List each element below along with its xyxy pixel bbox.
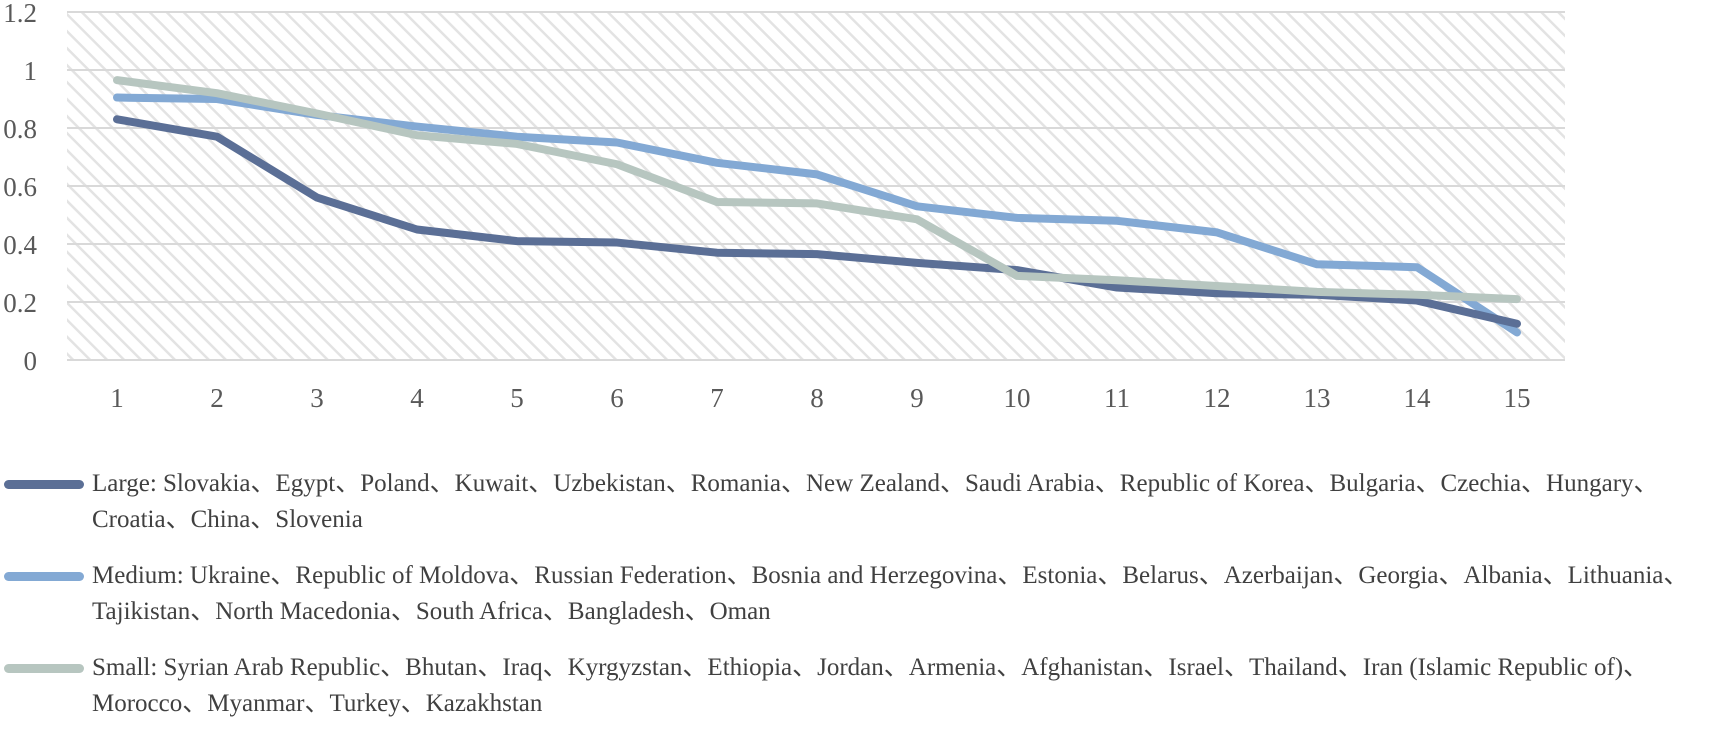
- x-tick-label: 1: [110, 383, 124, 413]
- x-tick-label: 13: [1304, 383, 1331, 413]
- series-line-large: [113, 115, 1521, 328]
- x-tick-label: 5: [510, 383, 524, 413]
- legend-item-small: Small: Syrian Arab Republic、Bhutan、Iraq、…: [0, 654, 1717, 746]
- x-tick-label: 15: [1504, 383, 1531, 413]
- y-tick-label: 0.8: [3, 114, 37, 144]
- x-tick-label: 7: [710, 383, 724, 413]
- gridlines: [67, 11, 1565, 361]
- x-tick-label: 2: [210, 383, 224, 413]
- x-tick-label: 11: [1104, 383, 1130, 413]
- y-tick-label: 0.2: [3, 288, 37, 318]
- line-chart: 00.20.40.60.811.2 1 2 3 4 5 6 7 8 9 10 11 12 13 14 15: [3, 0, 1565, 413]
- y-tick-label: 0.6: [3, 172, 37, 202]
- legend-item-medium: Medium: Ukraine、Republic of Moldova、Russ…: [0, 562, 1717, 654]
- legend-label-large: Large: Slovakia、Egypt、Poland、Kuwait、Uzbe…: [92, 470, 1659, 533]
- y-axis-tick-labels: 0 0.2 0.4 0.6 0.8 1 1.2: [3, 0, 37, 376]
- x-tick-label: 6: [610, 383, 624, 413]
- y-tick-label: 1: [24, 56, 38, 86]
- x-tick-label: 4: [410, 383, 424, 413]
- legend-swatch-large: [4, 480, 84, 489]
- x-tick-label: 9: [910, 383, 924, 413]
- legend-swatch-small: [4, 664, 84, 673]
- legend-label-medium: Medium: Ukraine、Republic of Moldova、Russ…: [92, 562, 1689, 625]
- y-tick-label: 0: [24, 346, 38, 376]
- series-line-small: [113, 76, 1521, 304]
- x-tick-label: 10: [1004, 383, 1031, 413]
- x-axis-tick-labels: 1 2 3 4 5 6 7 8 9 10 11 12 13 14 15: [110, 383, 1530, 413]
- x-tick-label: 8: [810, 383, 824, 413]
- legend-item-large: Large: Slovakia、Egypt、Poland、Kuwait、Uzbe…: [0, 470, 1717, 562]
- x-tick-label: 3: [310, 383, 324, 413]
- x-tick-label: 14: [1404, 383, 1432, 413]
- series-lines: [113, 76, 1521, 337]
- legend-swatch-medium: [4, 572, 84, 581]
- legend: Large: Slovakia、Egypt、Poland、Kuwait、Uzbe…: [0, 470, 1717, 746]
- y-tick-label: 0.4: [3, 230, 37, 260]
- legend-label-small: Small: Syrian Arab Republic、Bhutan、Iraq、…: [92, 654, 1649, 717]
- x-tick-label: 12: [1204, 383, 1231, 413]
- y-tick-label: 1.2: [3, 0, 37, 28]
